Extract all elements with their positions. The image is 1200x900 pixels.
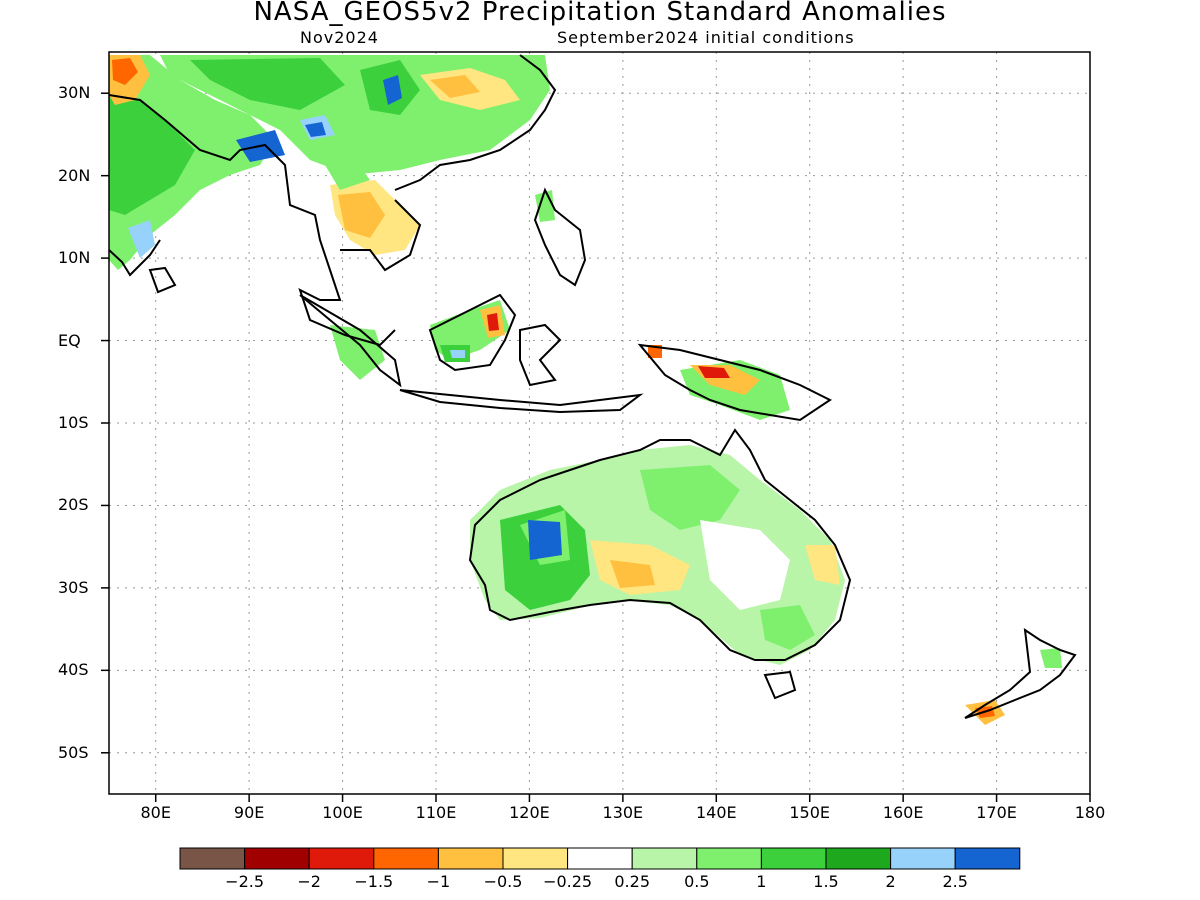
colorbar: [179, 847, 1021, 870]
colorbar-swatch: [890, 847, 956, 870]
colorbar-swatch: [567, 847, 633, 870]
colorbar-swatch: [502, 847, 569, 870]
colorbar-swatch: [244, 847, 310, 870]
lat-label: 30N: [58, 83, 91, 103]
lat-label: 20S: [58, 495, 89, 515]
colorbar-tick-label: −0.25: [543, 872, 593, 891]
colorbar-swatch: [696, 847, 762, 870]
map-title: NASA_GEOS5v2 Precipitation Standard Anom…: [253, 0, 947, 27]
colorbar-swatch: [437, 847, 504, 870]
colorbar-tick-label: 0.25: [614, 872, 650, 891]
colorbar-tick-label: −1.5: [354, 872, 394, 891]
colorbar-swatch: [954, 847, 1021, 870]
initial-conditions-label: September2024 initial conditions: [557, 28, 855, 47]
lat-label: 10N: [58, 248, 91, 268]
colorbar-swatch: [373, 847, 439, 870]
lat-label: 10S: [58, 413, 89, 432]
lat-label: 50S: [58, 742, 89, 762]
lon-label: 150E: [789, 803, 831, 822]
lon-label: 180: [1074, 803, 1106, 822]
forecast-month: Nov2024: [300, 28, 379, 47]
colorbar-tick-label: 2: [885, 872, 896, 891]
lat-label: EQ: [58, 330, 81, 350]
lon-label: 110E: [415, 803, 457, 822]
lat-label: 20N: [58, 165, 91, 185]
lon-label: 170E: [976, 803, 1017, 822]
lon-label: 160E: [882, 803, 924, 822]
lon-label: 80E: [140, 803, 171, 822]
lon-label: 120E: [509, 803, 550, 822]
colorbar-swatch: [308, 847, 375, 870]
axis-ticks: [101, 92, 1091, 802]
colorbar-swatch: [825, 847, 892, 870]
colorbar-tick-label: −0.5: [483, 872, 523, 891]
lon-label: 130E: [602, 803, 644, 822]
lat-label: 40S: [58, 660, 89, 680]
lat-label: 30S: [58, 577, 89, 597]
lon-label: 140E: [695, 803, 737, 822]
colorbar-tick-label: −1: [426, 872, 451, 891]
colorbar-swatch: [760, 847, 827, 870]
gridlines: [109, 52, 1091, 794]
coastlines: [108, 54, 1077, 719]
colorbar-tick-label: 1: [756, 872, 767, 891]
colorbar-tick-label: 2.5: [942, 872, 968, 891]
colorbar-tick-label: 0.5: [684, 872, 710, 891]
colorbar-tick-label: −2: [297, 872, 321, 891]
lon-label: 90E: [233, 803, 265, 822]
colorbar-tick-label: 1.5: [813, 872, 839, 891]
colorbar-tick-label: −2.5: [225, 872, 265, 891]
lon-label: 100E: [322, 803, 363, 822]
colorbar-swatch: [179, 847, 246, 870]
colorbar-swatch: [631, 847, 698, 870]
